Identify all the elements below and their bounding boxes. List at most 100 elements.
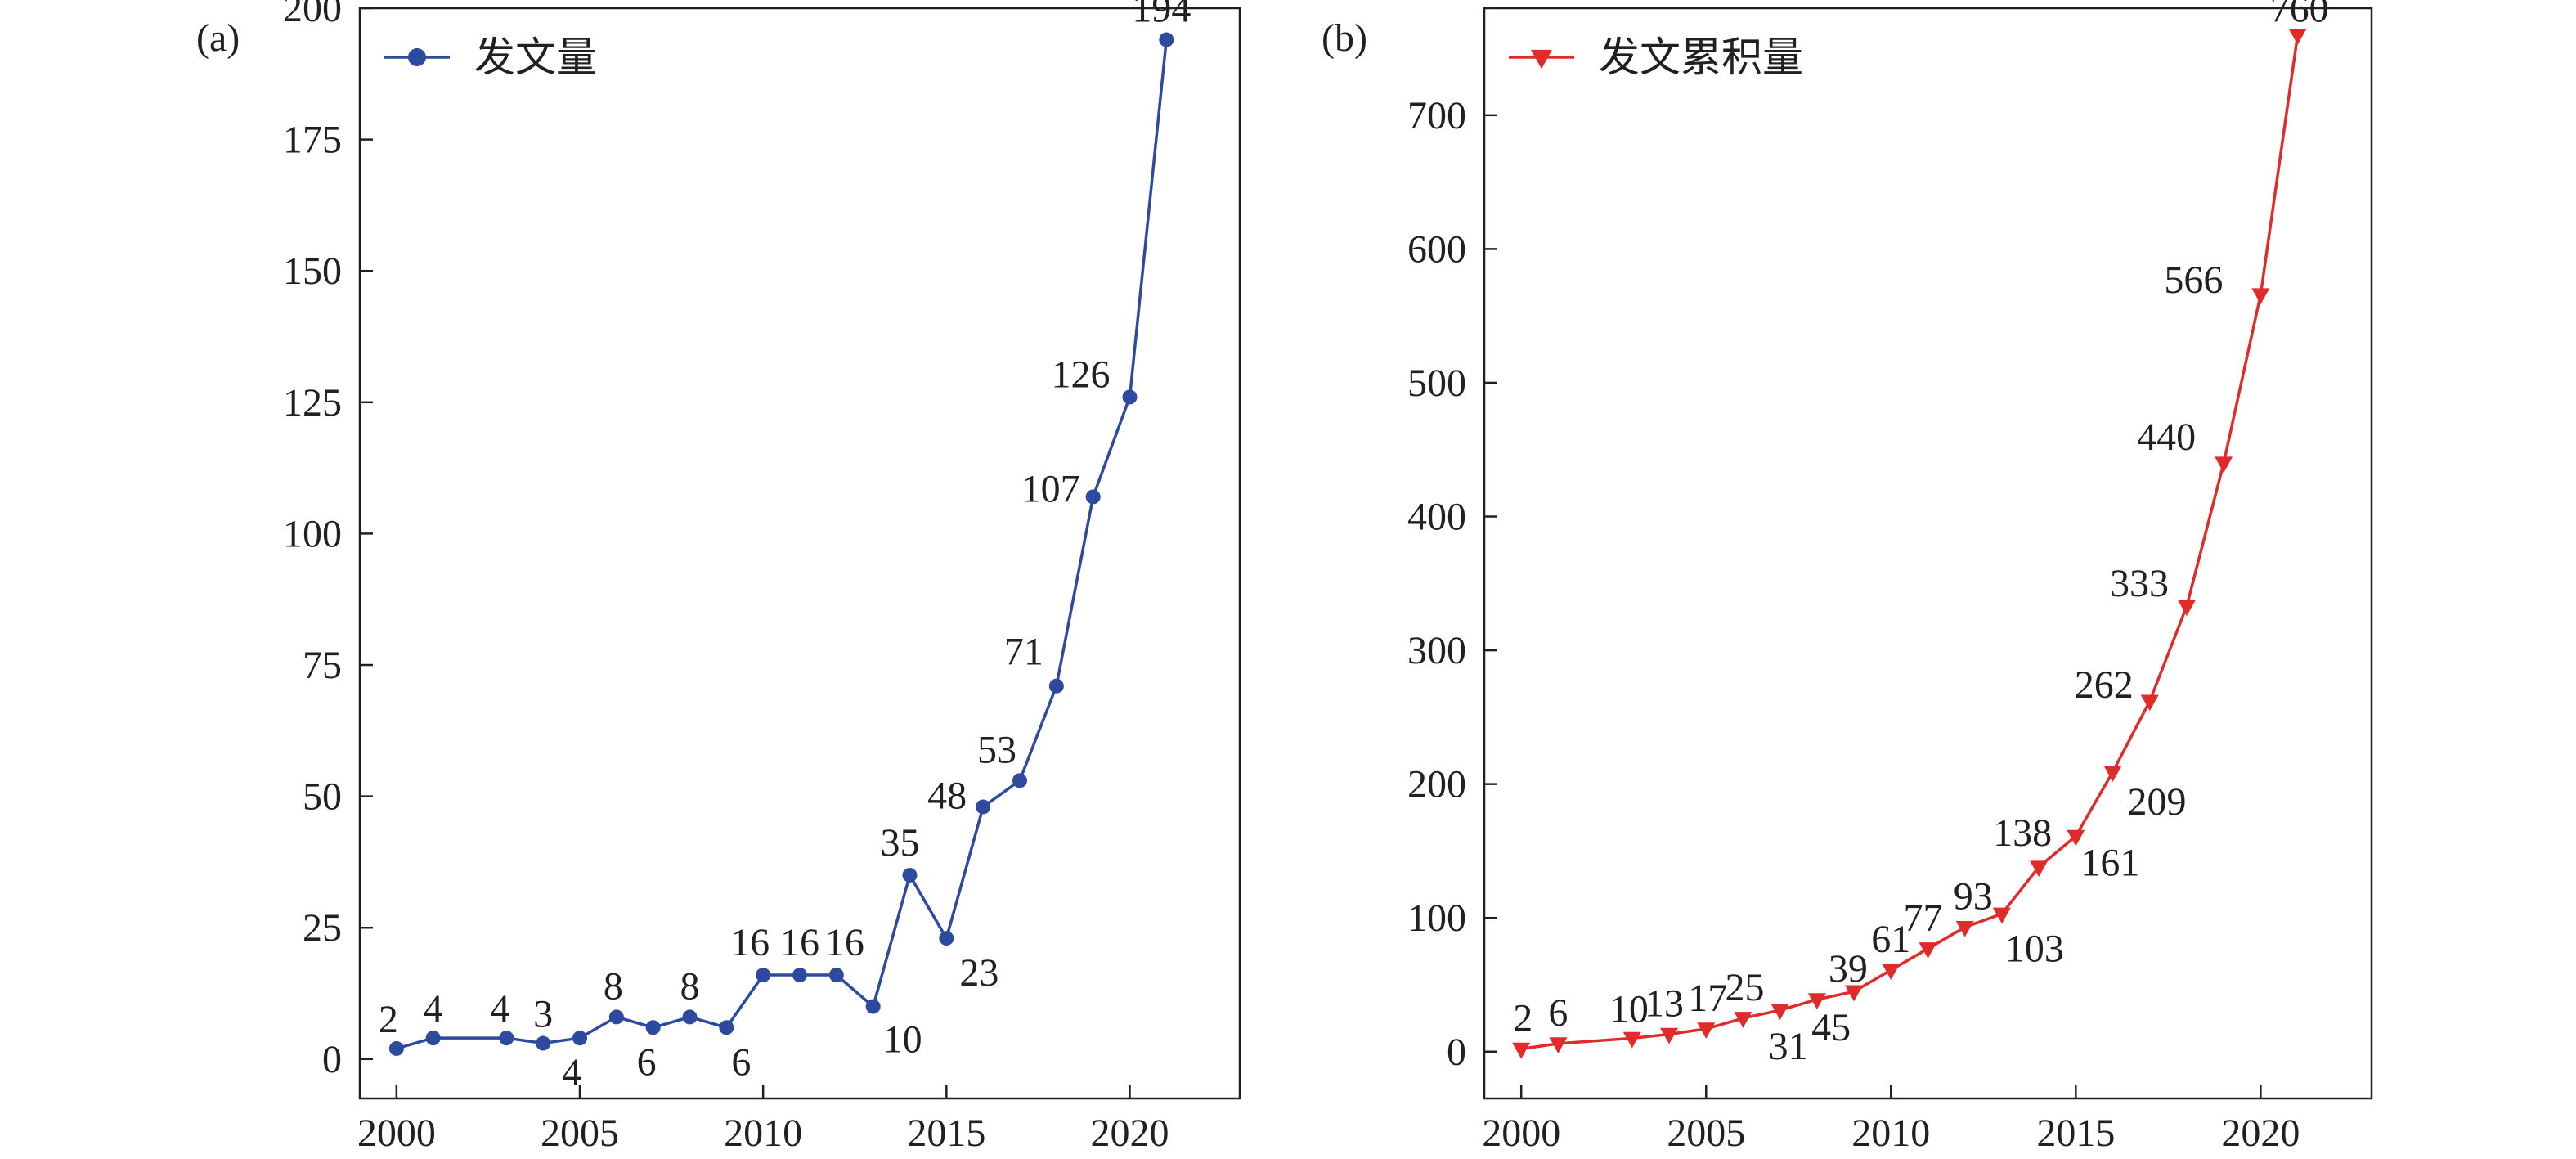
data-label: 6 [731,1040,751,1084]
y-tick-label: 500 [1407,362,1466,405]
legend-label: 发文量 [474,34,597,81]
data-label: 262 [2075,663,2134,707]
data-point [1622,1031,1641,1049]
data-label: 23 [959,951,999,995]
data-label: 53 [977,728,1016,771]
data-point [2177,600,2196,617]
data-point [976,799,991,815]
data-label: 161 [2080,841,2139,884]
data-label: 4 [424,987,443,1031]
data-point [499,1031,514,1046]
data-label: 333 [2110,562,2169,605]
data-label: 31 [1769,1025,1808,1068]
data-label: 93 [1954,875,1993,919]
data-point [1882,964,1901,981]
data-label: 194 [1132,0,1191,31]
data-label: 48 [927,774,967,817]
x-tick-label: 2005 [1667,1112,1745,1155]
legend-marker [408,48,426,66]
data-label: 209 [2128,780,2187,824]
x-tick-label: 2010 [1851,1112,1930,1155]
data-label: 8 [604,964,623,1008]
data-point [536,1035,551,1051]
data-point [1512,1042,1531,1059]
y-tick-label: 0 [1447,1031,1466,1074]
y-tick-label: 300 [1407,629,1466,672]
plot-frame [358,7,1241,1100]
data-point [1085,489,1101,505]
series-line [396,39,1169,1050]
x-tick-label: 2010 [724,1112,802,1155]
x-tick-label: 2015 [2036,1112,2115,1155]
data-point [1122,389,1138,405]
data-label: 760 [2270,0,2329,31]
data-point [1955,920,1974,937]
data-point [828,968,844,983]
data-point [572,1031,587,1046]
data-point [2030,860,2049,878]
data-point [756,968,771,983]
data-label: 17 [1688,977,1727,1020]
data-point [939,931,954,946]
x-tick-label: 2020 [1091,1112,1169,1155]
y-tick-label: 700 [1407,94,1466,137]
data-point [1549,1037,1568,1054]
panel-b-chart: (b) 0 100 200 300 400 500 600 700 2000 2005 2010 201… [1322,0,2373,1155]
data-label: 16 [825,921,864,964]
x-tick-label: 2000 [1482,1112,1560,1155]
data-label: 440 [2137,416,2196,459]
data-point [1048,678,1064,694]
data-label: 6 [637,1040,657,1084]
data-point [1992,907,2011,924]
data-point [1012,773,1027,788]
data-label: 566 [2164,258,2223,302]
data-label: 10 [1609,987,1649,1031]
data-label: 25 [1725,966,1764,1009]
x-tick-label: 2020 [2221,1112,2300,1155]
data-label: 16 [780,921,819,964]
data-point [2103,766,2122,783]
panel-tag: (b) [1322,16,1367,60]
y-tick-label: 175 [283,119,342,162]
data-label: 39 [1829,947,1868,991]
data-point [1919,942,1937,959]
data-point [2067,829,2085,847]
data-point [2215,456,2233,474]
data-label: 35 [881,821,920,865]
data-label: 61 [1871,918,1910,961]
data-point [388,1040,404,1056]
data-point [1845,985,1864,1002]
data-label: 16 [730,921,770,964]
data-label: 45 [1811,1006,1851,1049]
y-tick-label: 0 [322,1038,342,1081]
data-point [608,1009,624,1025]
panel-a-chart: (a) 0 25 50 75 100 125 150 175 200 2000 2005 2010 201… [196,0,1241,1155]
data-label: 4 [562,1051,581,1094]
data-label: 126 [1052,353,1111,396]
data-point [1660,1027,1679,1044]
plot-frame [1483,7,2373,1100]
y-tick-label: 25 [303,906,342,950]
x-tick-label: 2000 [357,1112,436,1155]
y-tick-label: 400 [1407,496,1466,539]
data-label: 71 [1004,631,1043,674]
y-tick-label: 50 [303,775,342,819]
x-tick-label: 2015 [907,1112,985,1155]
data-label: 4 [490,987,509,1031]
x-tick-label: 2005 [541,1112,619,1155]
data-point [1159,32,1174,47]
y-tick-label: 150 [283,249,342,293]
data-point [792,968,807,983]
data-label: 6 [1548,991,1568,1035]
legend-label: 发文累积量 [1599,34,1803,81]
data-point [425,1031,441,1046]
data-label: 13 [1645,982,1684,1025]
data-point [1697,1022,1716,1040]
y-tick-label: 125 [283,381,342,425]
data-point [1770,1004,1789,1021]
data-point [2140,694,2159,712]
data-label: 107 [1021,467,1080,510]
data-label: 3 [533,993,553,1036]
data-point [2251,288,2270,305]
